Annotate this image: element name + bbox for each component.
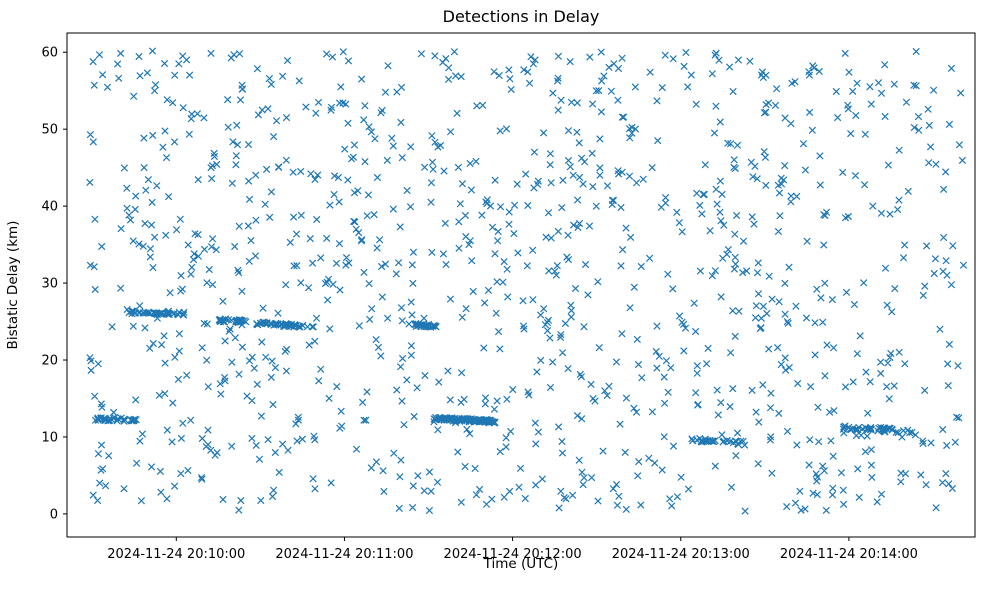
- chart-title: Detections in Delay: [443, 7, 600, 26]
- x-tick-label: 2024-11-24 20:14:00: [780, 547, 918, 562]
- detection-markers: [86, 47, 968, 515]
- y-tick-label: 10: [41, 430, 58, 445]
- y-tick-label: 40: [41, 200, 58, 215]
- x-tick-label: 2024-11-24 20:12:00: [444, 547, 582, 562]
- y-tick-label: 50: [41, 123, 58, 138]
- y-tick-label: 20: [41, 354, 58, 369]
- x-axis-ticks: 2024-11-24 20:10:00 2024-11-24 20:11:00 20…: [107, 537, 918, 562]
- x-axis-label: Time (UTC): [483, 556, 559, 572]
- x-tick-label: 2024-11-24 20:13:00: [612, 547, 750, 562]
- x-tick-label: 2024-11-24 20:10:00: [107, 547, 245, 562]
- y-axis-label: Bistatic Delay (km): [5, 221, 21, 350]
- scatter-points: [86, 47, 968, 515]
- y-tick-label: 0: [50, 507, 58, 522]
- plot-area-border: [66, 32, 976, 538]
- y-axis-ticks: 0 10 20 30 40 50 60: [41, 46, 67, 522]
- y-tick-label: 60: [41, 46, 58, 61]
- y-tick-label: 30: [41, 277, 58, 292]
- x-tick-label: 2024-11-24 20:11:00: [275, 547, 413, 562]
